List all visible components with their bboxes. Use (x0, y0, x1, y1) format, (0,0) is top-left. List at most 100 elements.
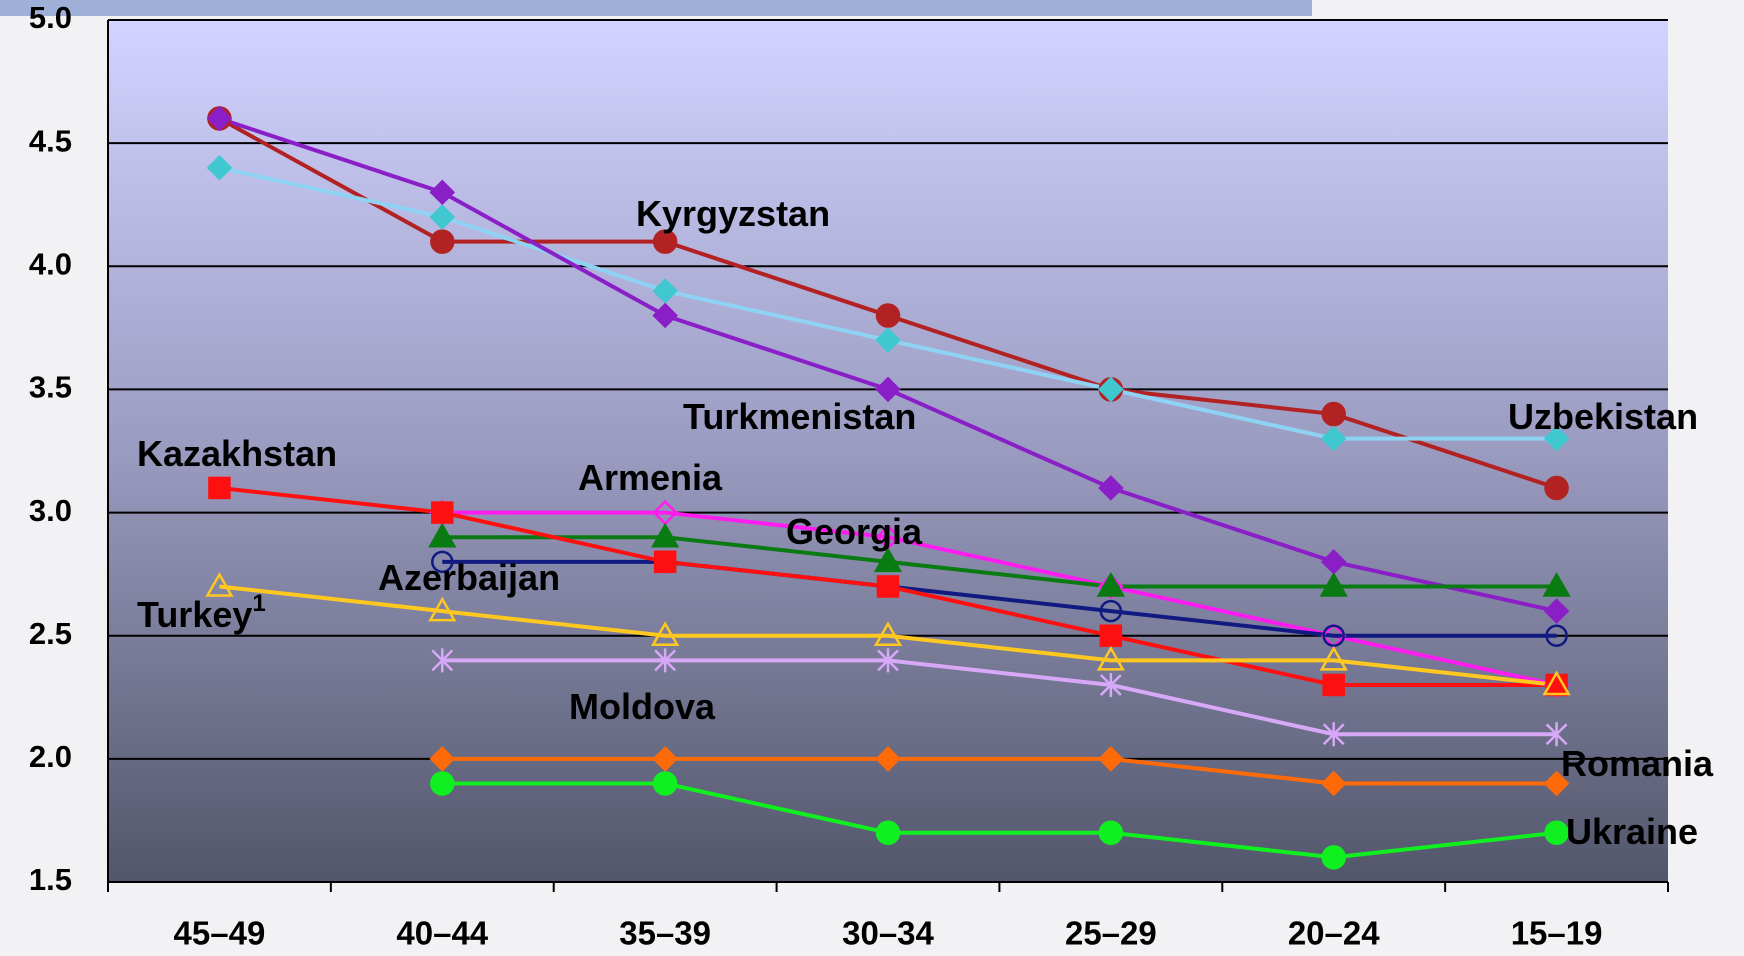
marker (1099, 672, 1122, 697)
marker (1543, 425, 1570, 452)
x-tick-label: 20–24 (1288, 915, 1380, 952)
series-label: Armenia (578, 457, 723, 498)
marker (877, 648, 899, 673)
series-label-text: Armenia (578, 457, 723, 498)
marker (650, 522, 680, 548)
series-line (219, 584, 1557, 687)
series-label: Kazakhstan (137, 433, 337, 474)
x-tick-label: 35–39 (619, 915, 711, 952)
marker (1545, 722, 1568, 747)
x-tick-label: 30–34 (842, 915, 934, 952)
series-label-text: Kyrgyzstan (636, 193, 830, 234)
marker (652, 302, 678, 329)
marker (1321, 845, 1346, 870)
y-tick-label: 3.5 (29, 370, 72, 405)
y-tick-label: 3.0 (29, 493, 72, 528)
marker (431, 501, 454, 524)
series-label-text: Azerbaijan (378, 557, 560, 598)
x-tick-label: 25–29 (1065, 915, 1157, 952)
marker (1544, 820, 1569, 845)
marker (875, 820, 901, 845)
y-tick-label: 1.5 (29, 862, 72, 897)
marker (1098, 746, 1124, 772)
marker (431, 550, 454, 574)
y-tick-label: 4.5 (29, 123, 72, 158)
marker (653, 550, 677, 574)
marker (1322, 722, 1345, 747)
marker (1545, 624, 1568, 647)
y-tick-label: 5.0 (29, 0, 72, 35)
marker (876, 575, 900, 598)
marker (1098, 475, 1124, 501)
series-label-text: Romania (1561, 743, 1714, 784)
marker (1096, 645, 1126, 671)
series-label-note: 1 (252, 590, 265, 617)
marker (1543, 770, 1570, 797)
series-label: Uzbekistan (1508, 396, 1698, 437)
marker (1098, 573, 1124, 600)
series-label: Azerbaijan (378, 557, 560, 598)
series-line (442, 535, 1557, 589)
marker (1544, 475, 1569, 501)
marker (1099, 624, 1123, 647)
marker (431, 648, 454, 673)
series-label: Romania (1561, 743, 1714, 784)
series-label-text: Kazakhstan (137, 433, 337, 474)
series-label-text: Ukraine (1566, 811, 1698, 852)
marker (1319, 571, 1348, 597)
series-line (442, 781, 1557, 860)
marker (1319, 645, 1348, 671)
series-line (442, 756, 1557, 786)
marker (652, 278, 678, 304)
series-label-text: Turkey (137, 594, 252, 635)
marker (208, 476, 231, 500)
x-tick-label: 45–49 (174, 915, 266, 952)
marker (1321, 401, 1346, 427)
marker (652, 229, 678, 254)
marker (1096, 571, 1126, 597)
marker (428, 522, 457, 548)
series-label: Turkmenistan (683, 396, 916, 437)
series-line (442, 559, 1557, 638)
series-label-text: Turkmenistan (683, 396, 916, 437)
marker (1542, 670, 1571, 696)
plot-area (108, 20, 1668, 882)
series-label-text: Moldova (569, 686, 716, 727)
marker (875, 327, 901, 353)
y-tick-label: 2.0 (29, 739, 72, 774)
series-label: Moldova (569, 686, 716, 727)
marker (205, 571, 234, 597)
marker (1322, 624, 1345, 647)
y-tick-label: 2.5 (29, 616, 72, 651)
series-label: Georgia (786, 511, 923, 552)
marker (1542, 571, 1571, 597)
marker (429, 746, 456, 772)
x-tick-label: 15–19 (1511, 915, 1603, 952)
series-label-text: Georgia (786, 511, 923, 552)
marker (650, 621, 680, 646)
marker (1098, 820, 1124, 845)
x-tick-label: 40–44 (396, 915, 488, 952)
marker (1320, 425, 1347, 452)
marker (429, 179, 456, 206)
series-label: Ukraine (1566, 811, 1698, 852)
marker (1320, 770, 1347, 797)
marker (206, 155, 233, 181)
marker (429, 204, 456, 230)
marker (875, 746, 901, 772)
marker (652, 746, 678, 772)
y-tick-label: 4.0 (29, 246, 72, 281)
marker (1322, 673, 1345, 697)
marker (652, 771, 678, 796)
series-line (442, 510, 1558, 687)
marker (430, 771, 455, 796)
marker (206, 105, 233, 132)
series-label: Kyrgyzstan (636, 193, 830, 234)
marker (1098, 376, 1124, 403)
marker (1543, 598, 1570, 624)
series-label: Turkey1 (137, 590, 266, 634)
marker (654, 648, 677, 673)
marker (873, 621, 903, 646)
series-label-text: Uzbekistan (1508, 396, 1698, 437)
